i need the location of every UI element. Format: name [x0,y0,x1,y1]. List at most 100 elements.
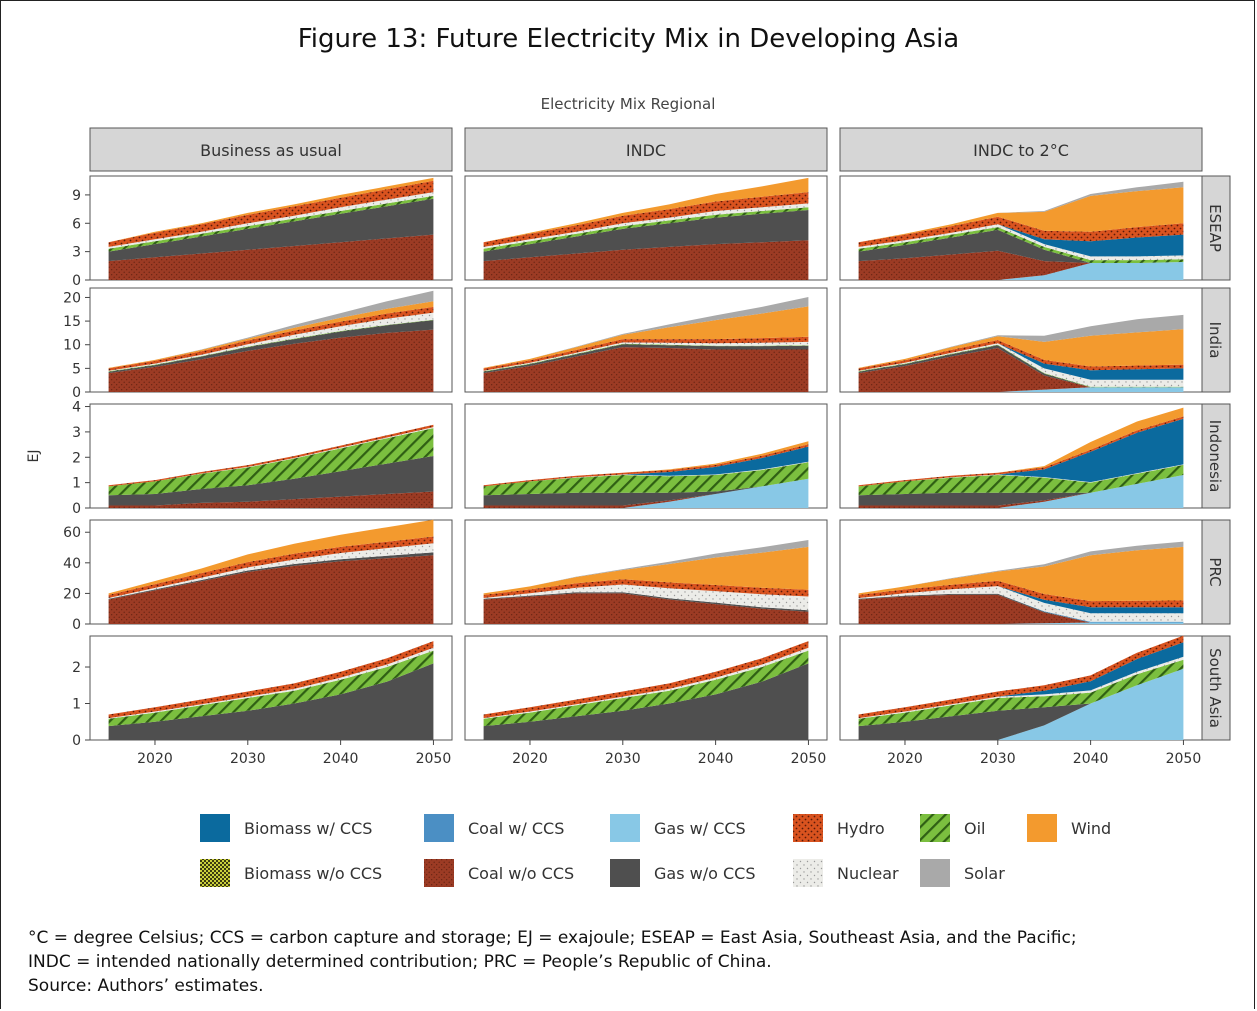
area-solar-prc-indc [483,540,809,594]
facet-strip-business-as-usual [89,127,453,172]
area-biomass-w-ccs-india-indc-to-2-c [858,343,1184,380]
facet-label-indc-to-2-c: INDC to 2°C [973,141,1069,160]
area-solar-india-indc [483,297,809,368]
area-solar-eseap-indc-to-2-c [858,181,1184,243]
area-coal-w-o-ccs-eseap-indc-to-2-c [858,250,1184,280]
x-tick-label: 2020 [887,751,923,767]
area-gas-w-o-ccs-indonesia-business-as-usual [108,456,434,506]
facet-label-indc: INDC [626,141,666,160]
legend-label-coal-w-ccs: Coal w/ CCS [468,819,564,838]
y-tick-label: 0 [72,733,81,749]
legend-label-gas-w-o-ccs: Gas w/o CCS [654,864,755,883]
area-coal-w-o-ccs-eseap-business-as-usual [108,234,434,280]
area-biomass-w-ccs-indonesia-indc [483,446,809,487]
area-oil-indonesia-indc [483,462,809,496]
area-nuclear-eseap-indc-to-2-c [858,224,1184,261]
y-tick-label: 9 [72,188,81,204]
area-nuclear-eseap-business-as-usual [108,192,434,249]
y-tick-label: 0 [72,273,81,289]
x-tick-label: 2040 [323,751,359,767]
area-hydro-eseap-indc-to-2-c [858,216,1184,247]
legend-label-biomass-w-ccs: Biomass w/ CCS [244,819,372,838]
x-tick-label: 2050 [791,751,827,767]
area-gas-w-o-ccs-south-asia-indc [483,663,809,740]
area-gas-w-ccs-south-asia-indc-to-2-c [858,668,1184,740]
area-gas-w-ccs-prc-indc-to-2-c [858,622,1184,624]
x-tick-label: 2050 [416,751,452,767]
footnote-abbreviations-2: INDC = intended nationally determined co… [28,952,772,972]
legend-swatch-nuclear [793,859,823,887]
y-tick-label: 2 [72,450,81,466]
legend-swatch-gas-w-ccs [610,814,640,842]
x-tick-label: 2030 [980,751,1016,767]
area-nuclear-india-business-as-usual [108,312,434,372]
legend-label-solar: Solar [964,864,1005,883]
legend-swatch-hydro [793,814,823,842]
area-hydro-prc-indc-to-2-c [858,580,1184,608]
area-wind-india-indc [483,306,809,369]
area-gas-w-ccs-india-indc-to-2-c [858,387,1184,392]
area-coal-w-o-ccs-india-business-as-usual [108,329,434,392]
area-gas-w-o-ccs-india-indc [483,344,809,374]
y-tick-label: 10 [63,338,81,354]
area-coal-w-o-ccs-india-indc [483,347,809,392]
footnote-source: Source: Authors’ estimates. [28,976,264,996]
x-tick-label: 2030 [230,751,266,767]
area-biomass-w-ccs-prc-indc-to-2-c [858,586,1184,614]
legend-swatch-wind [1027,814,1057,842]
area-hydro-prc-business-as-usual [108,536,434,598]
area-nuclear-india-indc-to-2-c [858,343,1184,387]
row-label-south-asia: South Asia [1206,648,1224,728]
legend-swatch-solar [920,859,950,887]
area-gas-w-o-ccs-indonesia-indc-to-2-c [858,475,1184,506]
x-tick-label: 2040 [1073,751,1109,767]
y-tick-label: 0 [72,617,81,633]
area-gas-w-o-ccs-india-business-as-usual [108,320,434,374]
area-hydro-india-business-as-usual [108,306,434,371]
area-hydro-indonesia-indc [483,444,809,487]
row-label-eseap: ESEAP [1206,204,1224,252]
area-gas-w-o-ccs-eseap-indc [483,210,809,262]
legend-swatch-biomass-w-ccs [200,814,230,842]
legend-label-coal-w-o-ccs: Coal w/o CCS [468,864,574,883]
area-gas-w-ccs-indonesia-indc [483,478,809,508]
area-gas-w-o-ccs-prc-indc-to-2-c [858,593,1184,623]
area-gas-w-ccs-eseap-indc-to-2-c [858,262,1184,280]
area-oil-indonesia-business-as-usual [108,428,434,496]
area-coal-w-o-ccs-indonesia-business-as-usual [108,491,434,508]
legend-swatch-oil [920,814,950,842]
area-hydro-south-asia-indc [483,641,809,719]
row-strip-indonesia [1199,403,1231,509]
area-gas-w-o-ccs-south-asia-business-as-usual [108,663,434,740]
area-wind-india-business-as-usual [108,301,434,369]
y-tick-label: 1 [72,697,81,713]
figure-title: Figure 13: Future Electricity Mix in Dev… [297,24,960,54]
chart-title: Electricity Mix Regional [541,95,716,113]
area-oil-eseap-indc [483,207,809,252]
y-tick-label: 40 [63,556,81,572]
legend-swatch-gas-w-o-ccs [610,859,640,887]
area-wind-prc-indc [483,546,809,595]
facet-label-business-as-usual: Business as usual [200,141,342,160]
area-gas-w-ccs-indonesia-indc-to-2-c [858,475,1184,508]
y-tick-label: 4 [72,400,81,416]
area-oil-south-asia-business-as-usual [108,650,434,727]
legend-label-biomass-w-o-ccs: Biomass w/o CCS [244,864,382,883]
area-coal-w-o-ccs-india-indc-to-2-c [858,348,1184,392]
area-nuclear-prc-business-as-usual [108,543,434,599]
area-hydro-india-indc-to-2-c [858,340,1184,371]
legend-label-oil: Oil [964,819,985,838]
y-tick-label: 6 [72,216,81,232]
area-hydro-prc-indc [483,579,809,598]
area-wind-prc-business-as-usual [108,519,434,595]
x-tick-label: 2040 [698,751,734,767]
area-wind-prc-indc-to-2-c [858,546,1184,602]
area-hydro-eseap-business-as-usual [108,180,434,247]
area-oil-indonesia-indc-to-2-c [858,464,1184,496]
area-hydro-south-asia-indc-to-2-c [858,635,1184,719]
y-tick-label: 20 [63,290,81,306]
legend-swatch-coal-w-o-ccs [424,859,454,887]
y-tick-label: 3 [72,425,81,441]
area-wind-india-indc-to-2-c [858,329,1184,369]
